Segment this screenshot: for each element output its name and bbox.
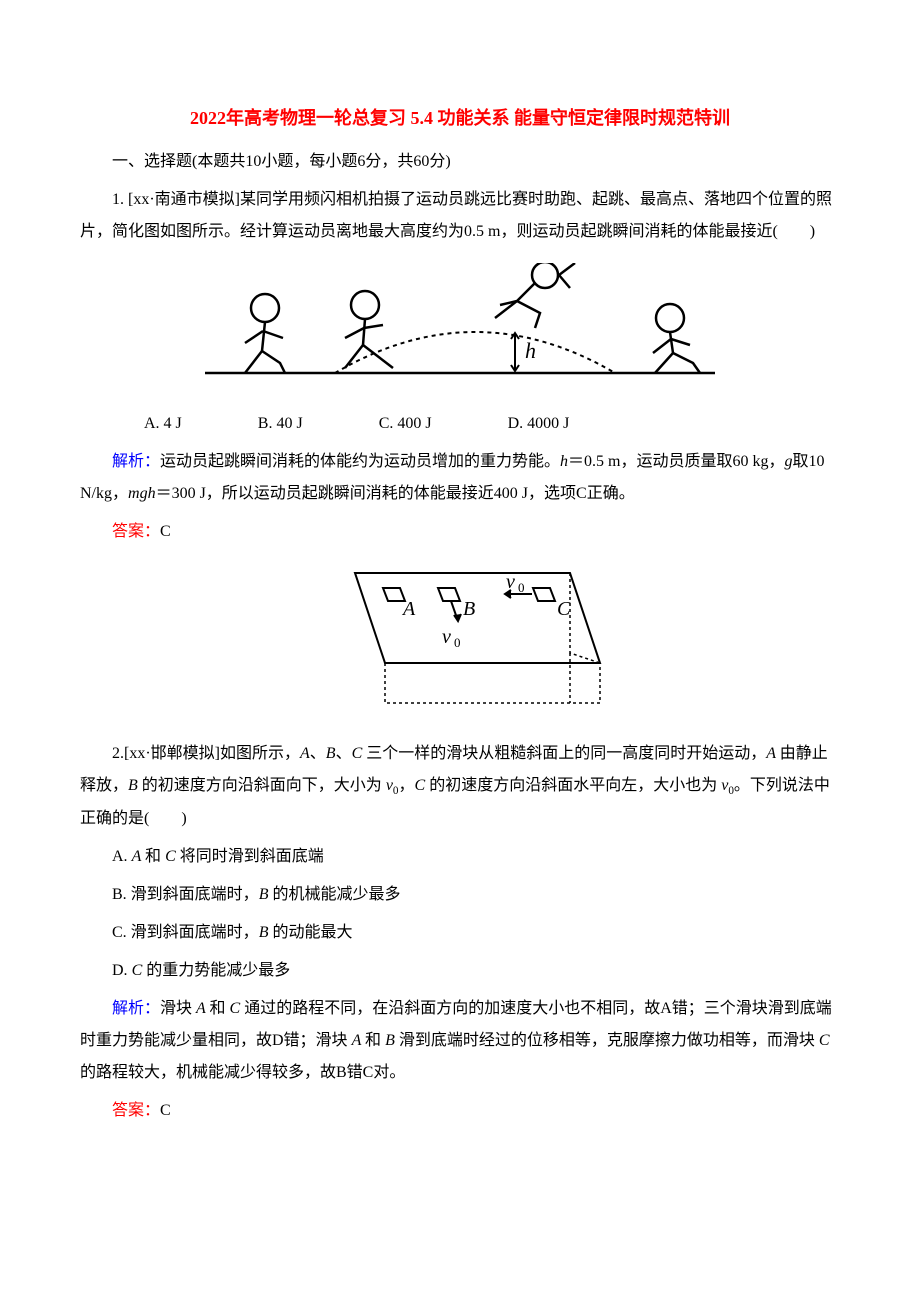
svg-text:v: v xyxy=(506,571,515,593)
q1-option-b: B. 40 J xyxy=(226,408,303,440)
runner-1 xyxy=(245,294,285,373)
svg-text:A: A xyxy=(401,598,416,620)
q2-explain: 解析：滑块 A 和 C 通过的路程不同，在沿斜面方向的加速度大小也不相同，故A错… xyxy=(80,993,840,1089)
answer-label: 答案： xyxy=(112,523,160,540)
runner-4 xyxy=(653,304,700,373)
q2-text: 2.[xx·邯郸模拟]如图所示，A、B、C 三个一样的滑块从粗糙斜面上的同一高度… xyxy=(80,738,840,835)
q1-option-d: D. 4000 J xyxy=(476,408,570,440)
q2-option-a: A. A 和 C 将同时滑到斜面底端 xyxy=(80,841,840,873)
explain-label: 解析： xyxy=(112,1000,160,1017)
block-b xyxy=(438,588,460,601)
block-a xyxy=(383,588,405,601)
figure-2: A B C v 0 v 0 xyxy=(310,563,610,723)
q1-explain: 解析：运动员起跳瞬间消耗的体能约为运动员增加的重力势能。h＝0.5 m，运动员质… xyxy=(80,446,840,510)
svg-text:0: 0 xyxy=(454,635,461,650)
svg-text:v: v xyxy=(442,626,451,648)
q1-option-a: A. 4 J xyxy=(112,408,182,440)
q2-option-d: D. C 的重力势能减少最多 xyxy=(80,955,840,987)
q1-options: A. 4 J B. 40 J C. 400 J D. 4000 J xyxy=(80,408,840,440)
explain-label: 解析： xyxy=(112,453,160,470)
figure-1: h xyxy=(195,263,725,393)
q2-option-b: B. 滑到斜面底端时，B 的机械能减少最多 xyxy=(80,879,840,911)
block-c xyxy=(533,588,555,601)
q2-option-c: C. 滑到斜面底端时，B 的动能最大 xyxy=(80,917,840,949)
q1-option-c: C. 400 J xyxy=(347,408,432,440)
answer-label: 答案： xyxy=(112,1102,160,1119)
q1-answer: 答案：C xyxy=(80,516,840,548)
h-label: h xyxy=(525,338,536,363)
svg-text:0: 0 xyxy=(518,580,525,595)
runner-3 xyxy=(495,263,575,328)
svg-text:C: C xyxy=(557,598,571,620)
section-heading: 一、选择题(本题共10小题，每小题6分，共60分) xyxy=(80,146,840,178)
page-title: 2022年高考物理一轮总复习 5.4 功能关系 能量守恒定律限时规范特训 xyxy=(80,100,840,136)
runner-2 xyxy=(345,291,393,368)
q1-text: 1. [xx·南通市模拟]某同学用频闪相机拍摄了运动员跳远比赛时助跑、起跳、最高… xyxy=(80,184,840,248)
q2-answer: 答案：C xyxy=(80,1095,840,1127)
svg-text:B: B xyxy=(463,598,475,620)
